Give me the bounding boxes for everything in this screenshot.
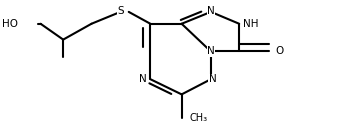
Text: N: N (207, 46, 215, 56)
Text: HO: HO (2, 19, 18, 29)
Text: N: N (139, 74, 147, 84)
Text: S: S (117, 6, 124, 16)
Text: NH: NH (242, 19, 258, 29)
Text: CH₃: CH₃ (190, 113, 208, 123)
Text: N: N (207, 6, 215, 16)
Text: O: O (276, 46, 284, 56)
Text: N: N (209, 74, 217, 84)
